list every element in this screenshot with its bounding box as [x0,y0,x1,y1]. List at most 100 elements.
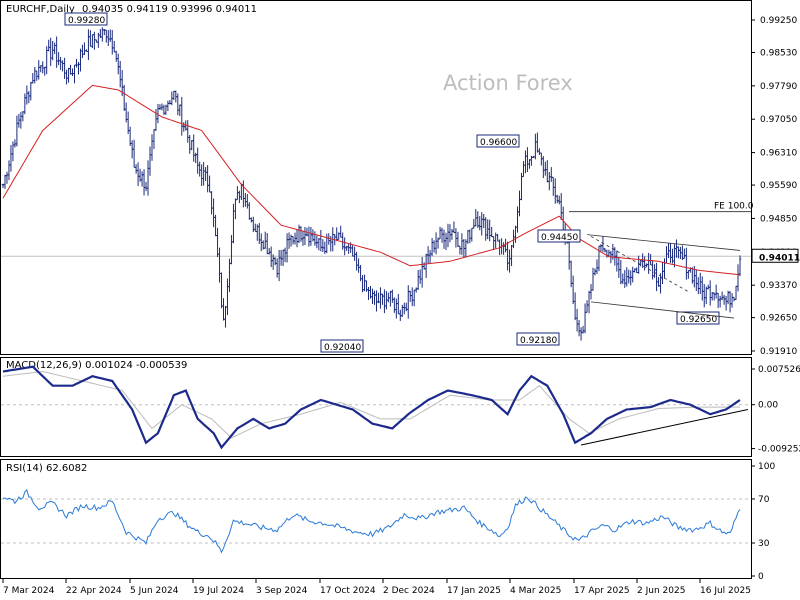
price-bar [524,150,527,174]
price-bar [93,31,96,50]
price-bar [408,290,412,302]
price-bar [363,274,366,292]
price-bar [33,67,37,84]
price-bar [222,298,225,321]
price-bar [683,248,686,259]
price-bar [67,67,70,83]
price-bar [122,84,126,111]
date-tick-label: 5 Jun 2024 [130,586,179,596]
price-bar [43,66,47,76]
price-bar [685,247,688,280]
price-bar [571,275,575,305]
macd-tick-label: -0.009252 [758,445,800,455]
price-bar [313,231,317,246]
price-bar [702,284,706,308]
price-bar [708,280,712,306]
price-bar [108,29,112,43]
price-bar [23,93,27,115]
price-bar [295,229,299,248]
price-bar [200,164,203,186]
rsi-tick-label: 0 [758,572,764,582]
price-bar [142,169,146,196]
price-bar [186,120,190,143]
price-bar [549,167,553,182]
price-bar [375,290,378,312]
price-bar [482,213,486,229]
moving-average-line [2,84,741,276]
price-bar [37,60,41,80]
price-bar [347,243,350,254]
price-bar [546,160,549,183]
price-bar [720,291,724,301]
price-bar [410,287,414,307]
macd-title: MACD(12,26,9) 0.001024 -0.000539 [6,360,187,371]
price-bar [59,56,62,70]
price-bar [687,270,690,279]
rsi-line [2,488,741,554]
macd-trendline [580,408,749,446]
price-bar [214,214,217,237]
rsi-y-axis: 100 70 30 0 [751,462,775,582]
price-bar [49,37,52,66]
price-tick-label: 0.93370 [760,281,797,291]
price-bar [89,30,92,47]
price-bar [158,104,162,111]
price-bar [722,294,726,305]
price-bar [210,191,213,215]
price-bar [448,224,452,243]
price-bar [190,140,194,151]
price-bar [724,295,728,311]
price-bar [496,234,499,242]
price-bar [87,29,90,61]
price-bar [492,236,495,250]
price-bar [246,194,249,209]
price-bar [3,174,7,189]
rsi-title: RSI(14) 62.6082 [6,463,87,474]
price-header: EURCHF,Daily 0.94035 0.94119 0.93996 0.9… [6,4,257,15]
price-bar [694,269,698,292]
price-bar [514,225,517,243]
price-bar [244,192,247,207]
macd-signal-line [2,370,740,439]
price-bar [25,85,29,105]
price-bar [265,233,269,255]
price-bar [91,34,94,49]
price-bar [242,180,245,208]
price-bar [269,246,273,268]
price-bar [391,289,394,303]
price-bar [31,73,35,84]
price-bar [112,40,116,53]
price-bar [172,90,176,100]
price-bar [488,219,491,242]
price-bar [371,288,374,304]
price-bar [106,30,110,46]
projection-dashed-line [590,236,691,294]
symbol-label: EURCHF,Daily [6,4,75,15]
price-bar [528,159,531,169]
price-bar [402,302,406,315]
price-bar [71,68,74,77]
price-bar [587,290,591,314]
price-tick-label: 0.99250 [760,16,797,26]
price-bar [700,276,704,301]
price-bar [547,171,551,191]
price-bar [279,249,283,266]
price-bar [303,226,307,246]
price-bar [41,61,45,74]
moving-average [2,84,741,276]
price-bar [696,277,700,295]
price-annotation-label: 0.96600 [480,138,517,148]
price-bar [575,308,579,332]
price-bar [736,264,740,292]
price-bar [526,147,529,173]
price-bar [275,258,279,278]
price-bar [178,104,182,117]
price-bar [281,249,285,267]
price-bar [381,293,384,305]
price-bar [553,178,557,204]
price-bar [110,30,114,55]
fe-100-label: FE 100.0 [714,202,754,212]
price-bar [627,269,631,284]
price-bar [152,129,156,149]
